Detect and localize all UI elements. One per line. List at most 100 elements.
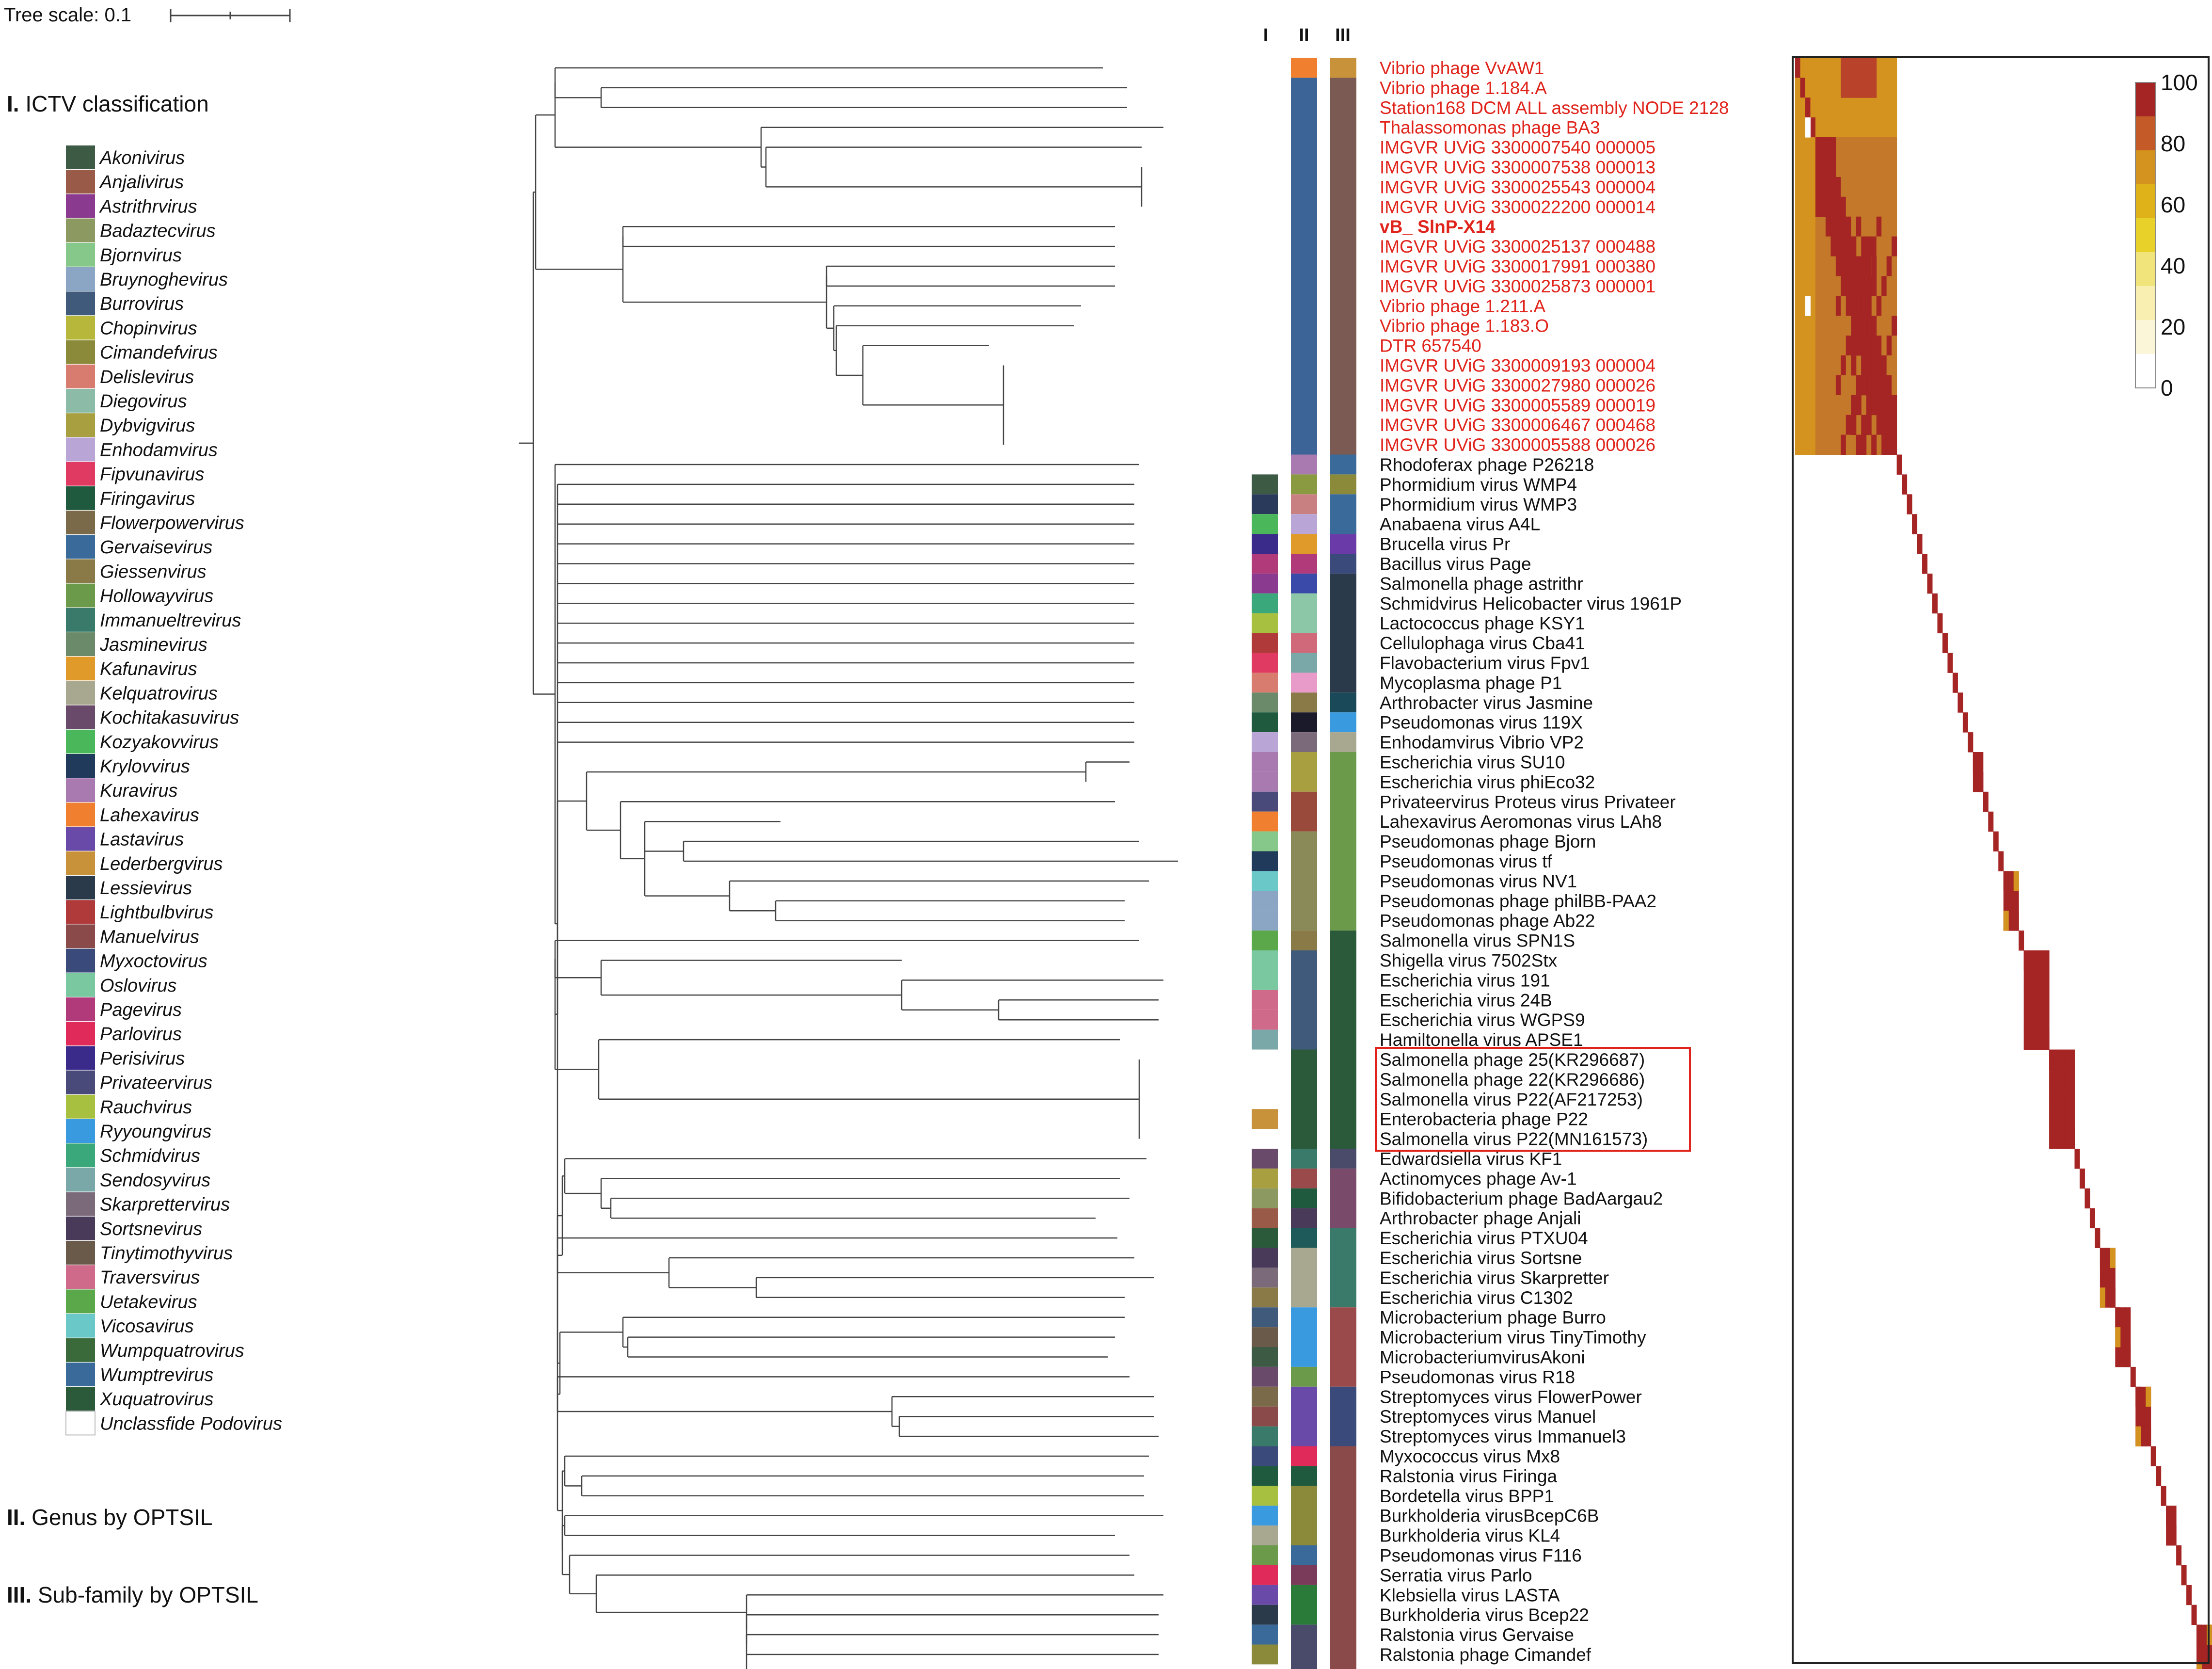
heatmap-cell — [1892, 78, 1897, 98]
heatmap-cell — [1892, 157, 1897, 177]
heatmap-cell — [1805, 216, 1811, 237]
heatmap-cell — [1820, 395, 1826, 416]
heatmap-cell — [1815, 177, 1821, 197]
heatmap-cell — [1815, 355, 1821, 376]
genus-cell — [1291, 732, 1317, 752]
heatmap-cell — [1825, 177, 1831, 197]
leaf-label: Bordetella virus BPP1 — [1380, 1486, 1554, 1506]
legend-swatch — [66, 1338, 95, 1362]
genus-cell — [1291, 1188, 1317, 1208]
heatmap-cell — [1820, 316, 1826, 336]
heatmap-cell — [1871, 395, 1877, 416]
legend-swatch — [66, 340, 95, 364]
genus-cell — [1291, 573, 1317, 594]
legend-swatch — [65, 1411, 95, 1436]
heatmap-cell — [2100, 1268, 2105, 1288]
leaf-label: Pseudomonas virus 119X — [1380, 713, 1583, 733]
heatmap-cell — [1871, 336, 1877, 356]
heatmap-cell — [1973, 771, 1978, 792]
leaf-label: Phormidium virus WMP3 — [1380, 495, 1577, 514]
heatmap-cell — [1830, 97, 1836, 118]
ictv-cell — [1252, 1168, 1278, 1188]
ictv-cell — [1252, 1029, 1278, 1050]
heatmap-cell — [2039, 1029, 2045, 1050]
heatmap-cell — [1892, 434, 1897, 455]
heatmap-cell — [1800, 336, 1806, 356]
heatmap-cell — [1795, 316, 1800, 336]
heatmap-cell — [1795, 117, 1800, 138]
heatmap-cell — [1861, 58, 1867, 78]
heatmap-cell — [1805, 78, 1811, 98]
heatmap-cell — [1846, 434, 1851, 455]
heatmap-cell — [2003, 911, 2009, 931]
heatmap-cell — [1841, 97, 1846, 118]
heatmap-cell — [1825, 216, 1831, 237]
heatmap-cell — [1846, 137, 1851, 158]
genus-cell — [1291, 752, 1317, 792]
heatmap-cell — [2100, 1287, 2105, 1308]
heatmap-cell — [1856, 117, 1862, 138]
heatmap-cell — [1810, 336, 1816, 356]
heatmap-cell — [1892, 137, 1897, 158]
heatmap-cell — [1795, 236, 1800, 257]
legend-swatch — [66, 1289, 95, 1314]
heatmap-cell — [2034, 1010, 2039, 1030]
heatmap-cell — [1861, 276, 1867, 296]
heatmap-cell — [1830, 355, 1836, 376]
heatmap-cell — [1795, 97, 1800, 118]
genus-cell — [1291, 1168, 1317, 1188]
heatmap-cell — [2039, 990, 2045, 1011]
heatmap-cell — [1876, 256, 1882, 276]
heatmap-cell — [1892, 355, 1897, 376]
heatmap-cell — [2064, 1129, 2070, 1149]
legend-label: Pagevirus — [100, 1000, 182, 1020]
heatmap-cell — [1861, 395, 1867, 416]
heatmap-cell — [2013, 911, 2019, 931]
heatmap-cell — [1861, 196, 1867, 217]
heatmap-cell — [1881, 316, 1887, 336]
heatmap-diagonal — [2150, 1446, 2156, 1466]
heatmap-cell — [2110, 1268, 2116, 1288]
heatmap-cell — [1830, 256, 1836, 276]
heatmap-cell — [1800, 58, 1806, 78]
ictv-cell — [1252, 1386, 1278, 1407]
ictv-cell — [1252, 1366, 1278, 1387]
heatmap-cell — [1835, 375, 1841, 396]
heatmap-cell — [2059, 1049, 2065, 1070]
heatmap-cell — [1841, 395, 1846, 416]
heatmap-diagonal — [1962, 712, 1968, 733]
heatmap-cell — [1871, 177, 1877, 197]
heatmap-cell — [2034, 950, 2039, 971]
heatmap-cell — [1815, 375, 1821, 396]
subfamily-cell — [1330, 931, 1356, 1149]
legend-label: Parlovirus — [100, 1024, 182, 1044]
heatmap-cell — [2044, 1010, 2050, 1030]
leaf-label: IMGVR UViG 3300007540 000005 — [1380, 138, 1655, 158]
heatmap-cell — [1886, 375, 1892, 396]
heatmap-cell — [1820, 196, 1826, 217]
legend-swatch — [66, 267, 95, 291]
ictv-cell — [1252, 990, 1278, 1010]
leaf-label: Pseudomonas phage Ab22 — [1380, 911, 1595, 931]
heatmap-cell — [1881, 137, 1887, 158]
heatmap-cell — [1861, 97, 1867, 118]
heatmap-cell — [1866, 434, 1872, 455]
heatmap-cell — [1795, 296, 1800, 316]
heatmap-cell — [1846, 316, 1851, 336]
heatmap-cell — [2008, 891, 2014, 911]
ictv-cell — [1252, 1624, 1278, 1645]
heatmap-cell — [1978, 752, 1984, 772]
heatmap-cell — [1892, 256, 1897, 276]
heatmap-cell — [1856, 137, 1862, 158]
ictv-cell — [1252, 494, 1278, 514]
heatmap-cell — [2069, 1109, 2075, 1129]
heatmap-cell — [1820, 78, 1826, 98]
leaf-label: IMGVR UViG 3300025137 000488 — [1380, 237, 1655, 257]
genus-cell — [1291, 534, 1317, 554]
heatmap-cell — [1846, 78, 1851, 98]
ictv-cell — [1252, 1466, 1278, 1486]
heatmap-cell — [1841, 216, 1846, 237]
subfamily-cell — [1330, 1149, 1356, 1169]
leaf-label: Microbacterium virus TinyTimothy — [1380, 1328, 1646, 1348]
heatmap-cell — [1841, 375, 1846, 396]
